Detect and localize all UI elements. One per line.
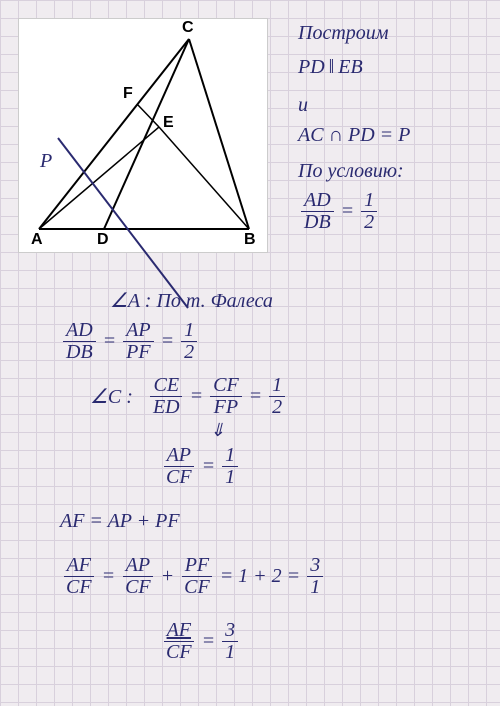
seg-PD: PD [298, 56, 325, 79]
angle-C-ratio: ∠C : CEED = CFFP = 12 [90, 375, 288, 418]
arrow-down: ⇓ [210, 420, 225, 441]
note-parallel: PD ‖ EB [298, 56, 363, 79]
point-P-label: P [40, 150, 52, 173]
vertex-C: C [182, 19, 194, 37]
vertex-B: B [244, 231, 256, 249]
af-sum: AF = AP + PF [60, 510, 180, 533]
final-answer: AFCF = 31 [160, 620, 241, 663]
geometry-diagram: A B C D E F [18, 18, 268, 253]
note-intersection: AC ∩ PD = P [298, 124, 410, 147]
vertex-A: A [31, 231, 43, 249]
thales-ratio: ADDB = APPF = 12 [60, 320, 200, 363]
note-construct: Построим [298, 22, 389, 45]
af-cf-expand: AFCF = APCF + PFCF = 1 + 2 = 31 [60, 555, 326, 598]
angle-C-label: ∠C : [90, 384, 133, 409]
ap-cf-ratio: APCF = 11 [160, 445, 241, 488]
vertex-F: F [123, 85, 133, 103]
note-given: По условию: [298, 160, 404, 183]
triangle-svg [19, 19, 269, 254]
vertex-E: E [163, 114, 174, 132]
parallel-symbol: ‖ [329, 56, 335, 79]
given-ratio: ADDB = 12 [298, 190, 380, 233]
angle-A-line: ∠A : По т. Фалеса [110, 288, 273, 313]
seg-EB: EB [338, 56, 362, 79]
note-and: и [298, 94, 308, 117]
vertex-D: D [97, 231, 109, 249]
